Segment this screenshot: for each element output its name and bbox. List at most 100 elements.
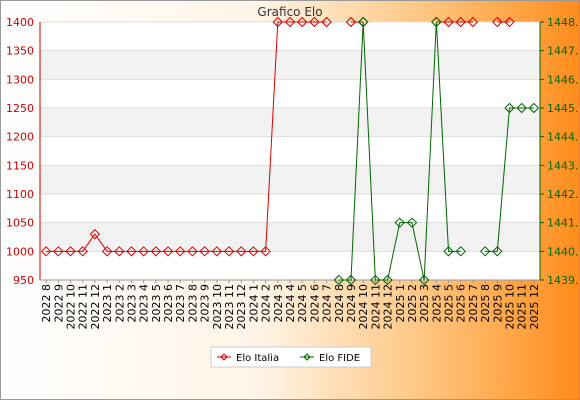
data-point-fide [479, 246, 491, 257]
x-tick-label: 2023 5 [150, 284, 163, 323]
left-tick-label: 1050 [6, 217, 34, 230]
right-tick-label: 1443. [547, 159, 579, 172]
x-tick-label: 2024 8 [333, 284, 346, 323]
data-point-fide [406, 217, 418, 228]
data-point-italia [260, 246, 271, 257]
data-point-fide [382, 274, 393, 286]
chart-title: Grafico Elo [257, 5, 322, 19]
series-line-fide [338, 21, 461, 281]
right-tick-label: 1444. [547, 131, 579, 144]
data-point-italia [223, 246, 235, 257]
data-point-italia [199, 246, 210, 257]
x-tick-label: 2023 9 [199, 284, 212, 323]
legend-label-italia: Elo Italia [236, 353, 279, 364]
data-point-italia [89, 228, 101, 240]
x-tick-label: 2025 7 [467, 284, 480, 323]
x-tick-label: 2024 10 [357, 284, 370, 330]
grid-band [40, 222, 540, 252]
data-point-italia [345, 16, 357, 28]
x-tick-label: 2022 8 [40, 284, 53, 323]
data-point-fide [357, 16, 369, 28]
x-tick-label: 2024 5 [296, 284, 309, 323]
data-point-fide [455, 246, 466, 257]
data-point-fide [504, 102, 515, 114]
data-point-italia [40, 246, 52, 257]
grid-band [40, 108, 540, 137]
left-tick-label: 1300 [6, 73, 34, 86]
x-tick-label: 2025 10 [504, 284, 517, 330]
x-tick-label: 2022 9 [52, 284, 65, 323]
x-tick-label: 2023 1 [101, 284, 114, 323]
plot-area: 950 1000 1050 1100 1150 1200 1250 1300 1350 1400 1… [6, 16, 579, 330]
x-tick-label: 2022 10 [64, 284, 77, 330]
x-tick-label: 2023 10 [211, 284, 224, 330]
x-tick-label: 2025 11 [516, 284, 529, 330]
right-tick-label: 1441. [547, 217, 579, 230]
left-tick-label: 1250 [6, 102, 34, 115]
data-point-fide [333, 274, 344, 286]
data-point-italia [455, 16, 466, 28]
x-tick-label: 2025 3 [418, 284, 431, 323]
x-tick-label: 2024 11 [369, 284, 382, 330]
x-tick-label: 2025 8 [479, 284, 492, 323]
x-tick-label: 2024 4 [284, 284, 297, 323]
left-tick-label: 1400 [6, 16, 34, 29]
data-point-fide [443, 246, 454, 257]
data-point-italia [321, 16, 332, 28]
x-tick-label: 2025 1 [394, 284, 407, 323]
legend-marker-fide [303, 353, 311, 361]
data-point-fide [345, 274, 357, 286]
x-tick-label: 2023 12 [235, 284, 248, 330]
data-point-italia [309, 16, 320, 28]
right-tick-label: 1445. [547, 102, 579, 115]
data-point-italia [101, 246, 113, 257]
left-tick-label: 950 [13, 274, 34, 287]
right-tick-label: 1440. [547, 245, 579, 258]
left-tick-label: 1200 [6, 131, 34, 144]
left-tick-label: 1150 [6, 159, 34, 172]
x-tick-label: 2024 6 [308, 284, 321, 323]
right-tick-label: 1439. [547, 274, 579, 287]
data-point-italia [150, 246, 162, 257]
right-tick-label: 1442. [547, 188, 579, 201]
data-point-fide [418, 274, 430, 286]
x-tick-label: 2024 1 [247, 284, 260, 323]
x-tick-label: 2024 2 [260, 284, 273, 323]
data-point-italia [138, 246, 149, 257]
data-point-italia [248, 246, 259, 257]
left-tick-label: 1100 [6, 188, 34, 201]
left-tick-label: 1000 [6, 245, 34, 258]
x-tick-label: 2025 4 [430, 284, 443, 323]
grid-band [40, 50, 540, 80]
legend-marker-italia [220, 353, 228, 361]
x-tick-label: 2024 7 [321, 284, 334, 323]
x-tick-label: 2025 5 [443, 284, 456, 323]
x-tick-label: 2023 4 [138, 284, 151, 323]
data-point-italia [272, 16, 284, 28]
data-point-italia [175, 246, 186, 257]
x-tick-label: 2022 11 [77, 284, 90, 330]
data-point-italia [187, 246, 198, 257]
data-point-italia [114, 246, 125, 257]
data-point-italia [492, 16, 503, 28]
data-point-italia [296, 16, 308, 28]
data-point-italia [236, 246, 247, 257]
x-tick-label: 2022 12 [89, 284, 102, 330]
data-point-fide [528, 102, 540, 114]
data-point-italia [284, 16, 296, 28]
x-tick-label: 2023 6 [162, 284, 175, 323]
right-tick-label: 1447. [547, 45, 579, 58]
data-point-fide [370, 274, 381, 286]
data-point-fide [431, 16, 442, 28]
data-point-italia [162, 246, 174, 257]
x-tick-label: 2023 7 [174, 284, 187, 323]
data-point-italia [77, 246, 88, 257]
x-tick-label: 2023 2 [113, 284, 126, 323]
left-tick-label: 1350 [6, 45, 34, 58]
data-point-fide [394, 217, 405, 228]
data-point-italia [65, 246, 76, 257]
x-tick-label: 2023 3 [125, 284, 138, 323]
x-tick-label: 2025 12 [528, 284, 541, 330]
legend: Elo Italia Elo FIDE [210, 346, 372, 368]
